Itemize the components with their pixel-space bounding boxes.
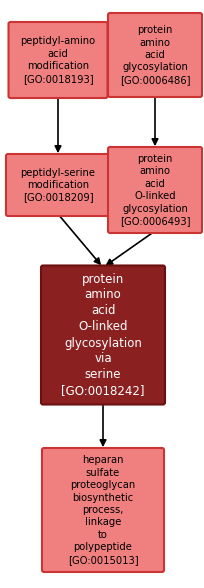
Text: protein
amino
acid
O-linked
glycosylation
[GO:0006493]: protein amino acid O-linked glycosylatio… [119,154,189,226]
FancyBboxPatch shape [108,147,201,233]
Text: protein
amino
acid
O-linked
glycosylation
via
serine
[GO:0018242]: protein amino acid O-linked glycosylatio… [61,272,144,397]
FancyBboxPatch shape [41,266,164,405]
Text: protein
amino
acid
glycosylation
[GO:0006486]: protein amino acid glycosylation [GO:000… [119,25,189,85]
Text: heparan
sulfate
proteoglycan
biosynthetic
process,
linkage
to
polypeptide
[GO:00: heparan sulfate proteoglycan biosyntheti… [67,455,138,564]
FancyBboxPatch shape [6,154,110,216]
FancyBboxPatch shape [42,448,163,572]
Text: peptidyl-serine
modification
[GO:0018209]: peptidyl-serine modification [GO:0018209… [20,168,95,202]
FancyBboxPatch shape [8,22,107,98]
Text: peptidyl-amino
acid
modification
[GO:0018193]: peptidyl-amino acid modification [GO:001… [20,36,95,83]
FancyBboxPatch shape [108,13,201,97]
